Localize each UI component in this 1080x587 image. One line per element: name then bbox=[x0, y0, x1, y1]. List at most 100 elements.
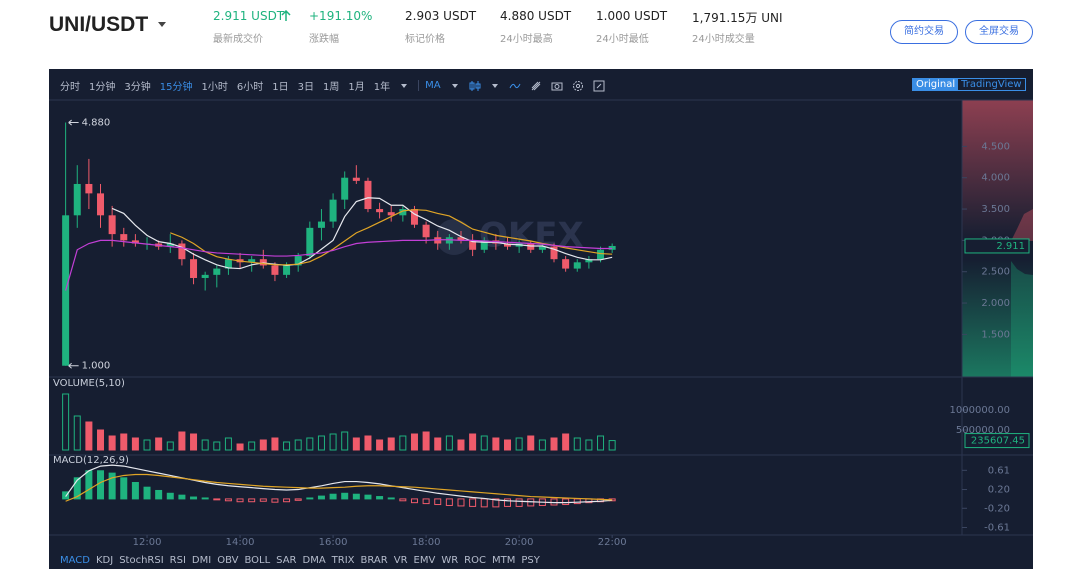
candle-body bbox=[166, 243, 174, 247]
view-tradingview[interactable]: TradingView bbox=[961, 79, 1022, 90]
indicator-option[interactable]: DMA bbox=[302, 555, 326, 566]
dropdown-caret[interactable] bbox=[157, 21, 167, 29]
macd-histogram-bar bbox=[422, 498, 430, 505]
moving-average-line bbox=[65, 239, 613, 291]
indicator-option[interactable]: PSY bbox=[521, 555, 540, 566]
price-tick-label: 3.500 bbox=[981, 204, 1010, 215]
macd-histogram-bar bbox=[190, 496, 198, 500]
macd-histogram-bar bbox=[166, 492, 174, 500]
macd-histogram-bar bbox=[73, 477, 81, 500]
settings-icon[interactable] bbox=[572, 80, 584, 92]
fullscreen-icon[interactable] bbox=[593, 80, 605, 92]
interval-option[interactable]: 3分钟 bbox=[124, 82, 151, 93]
macd-histogram-bar bbox=[434, 498, 442, 506]
macd-histogram-bar bbox=[469, 498, 477, 507]
macd-histogram-bar bbox=[562, 498, 570, 506]
candle-body bbox=[364, 180, 372, 210]
indicator-option[interactable]: MTM bbox=[491, 555, 516, 566]
indicator-option[interactable]: VR bbox=[393, 555, 408, 566]
candle-body bbox=[387, 212, 395, 216]
indicator-option[interactable]: EMV bbox=[413, 555, 436, 566]
stat-label: 24小时最低 bbox=[596, 34, 649, 45]
indicator-option[interactable]: MACD bbox=[60, 555, 90, 566]
price-extreme-label: 1.000 bbox=[82, 361, 111, 372]
indicator-bar: MACD KDJ StochRSI RSI DMI OBV BOLL SAR DMA TRIX BR… bbox=[60, 555, 546, 566]
volume-bar bbox=[492, 437, 500, 451]
moving-average-line bbox=[111, 197, 613, 270]
indicator-option[interactable]: KDJ bbox=[95, 555, 114, 566]
volume-bar bbox=[387, 437, 395, 451]
indicator-option[interactable]: DMI bbox=[191, 555, 212, 566]
indicator-option[interactable]: BRAR bbox=[360, 555, 388, 566]
fullscreen-trade-button[interactable]: 全屏交易 bbox=[965, 20, 1033, 44]
volume-bar bbox=[376, 439, 384, 451]
macd-histogram-bar bbox=[410, 498, 418, 504]
candle-body bbox=[213, 268, 221, 275]
volume-bar bbox=[143, 439, 151, 451]
line-icon[interactable] bbox=[509, 80, 521, 92]
volume-bar bbox=[120, 433, 128, 451]
volume-bar bbox=[457, 439, 465, 451]
volume-bar bbox=[341, 431, 349, 451]
interval-option[interactable]: 1月 bbox=[348, 82, 365, 93]
camera-icon[interactable] bbox=[551, 80, 563, 92]
interval-option[interactable]: 1周 bbox=[322, 82, 340, 93]
candle-body bbox=[306, 227, 314, 257]
candle-body bbox=[573, 262, 581, 269]
macd-histogram-bar bbox=[492, 498, 500, 508]
up-arrow bbox=[281, 10, 291, 21]
volume-bar bbox=[550, 437, 558, 451]
candle-icon[interactable] bbox=[469, 80, 481, 92]
price-tick-label: 2.500 bbox=[981, 267, 1010, 278]
interval-option[interactable]: 1日 bbox=[272, 82, 289, 93]
macd-histogram-bar bbox=[178, 494, 186, 500]
caret[interactable] bbox=[399, 80, 409, 92]
caret[interactable] bbox=[490, 80, 500, 92]
interval-option[interactable]: 1小时 bbox=[201, 82, 228, 93]
simple-trade-button[interactable]: 简约交易 bbox=[890, 20, 958, 44]
interval-option[interactable]: 3日 bbox=[297, 82, 314, 93]
pair-title[interactable]: UNI/USDT bbox=[49, 13, 149, 36]
indicator-option[interactable]: OBV bbox=[217, 555, 239, 566]
volume-bar bbox=[399, 435, 407, 451]
volume-bar bbox=[317, 435, 325, 451]
last-price-label: 2.911 bbox=[996, 241, 1025, 252]
indicator-option[interactable]: SAR bbox=[276, 555, 297, 566]
indicator-option[interactable]: StochRSI bbox=[119, 555, 164, 566]
volume-tick-label: 500000.00 bbox=[956, 425, 1010, 436]
interval-option[interactable]: 1年 bbox=[373, 82, 391, 93]
candle-body bbox=[190, 259, 198, 278]
volume-tick-label: 1000000.00 bbox=[950, 405, 1010, 416]
volume-bar bbox=[422, 431, 430, 451]
indicator-option[interactable]: RSI bbox=[169, 555, 186, 566]
ruler-icon[interactable] bbox=[530, 80, 542, 92]
volume-bar bbox=[224, 437, 232, 451]
candle-body bbox=[422, 224, 430, 238]
ma-indicator[interactable]: MA bbox=[418, 80, 441, 91]
volume-bar bbox=[352, 437, 360, 451]
candle-body bbox=[108, 215, 116, 235]
depth-ask-edge bbox=[1011, 209, 1033, 241]
caret[interactable] bbox=[450, 80, 460, 92]
indicator-option[interactable]: ROC bbox=[464, 555, 486, 566]
candle-body bbox=[480, 240, 488, 250]
volume-bar bbox=[166, 441, 174, 451]
macd-histogram-bar bbox=[108, 472, 116, 500]
time-tick-label: 12:00 bbox=[133, 537, 162, 548]
candle-body bbox=[376, 209, 384, 213]
interval-option[interactable]: 分时 bbox=[60, 82, 80, 93]
stat-value: 1.000 USDT bbox=[596, 9, 668, 23]
price-tick-label: 4.500 bbox=[981, 141, 1010, 152]
volume-bar bbox=[155, 437, 163, 451]
macd-histogram-bar bbox=[399, 498, 407, 502]
indicator-option[interactable]: WR bbox=[441, 555, 459, 566]
volume-bar bbox=[97, 429, 105, 451]
indicator-option[interactable]: BOLL bbox=[244, 555, 271, 566]
candle-body bbox=[224, 259, 232, 269]
stat-label: 最新成交价 bbox=[213, 34, 263, 45]
interval-option[interactable]: 6小时 bbox=[236, 82, 264, 93]
interval-option[interactable]: 15分钟 bbox=[159, 82, 193, 93]
indicator-option[interactable]: TRIX bbox=[331, 555, 355, 566]
interval-option[interactable]: 1分钟 bbox=[89, 82, 116, 93]
view-original[interactable]: Original bbox=[913, 79, 959, 90]
